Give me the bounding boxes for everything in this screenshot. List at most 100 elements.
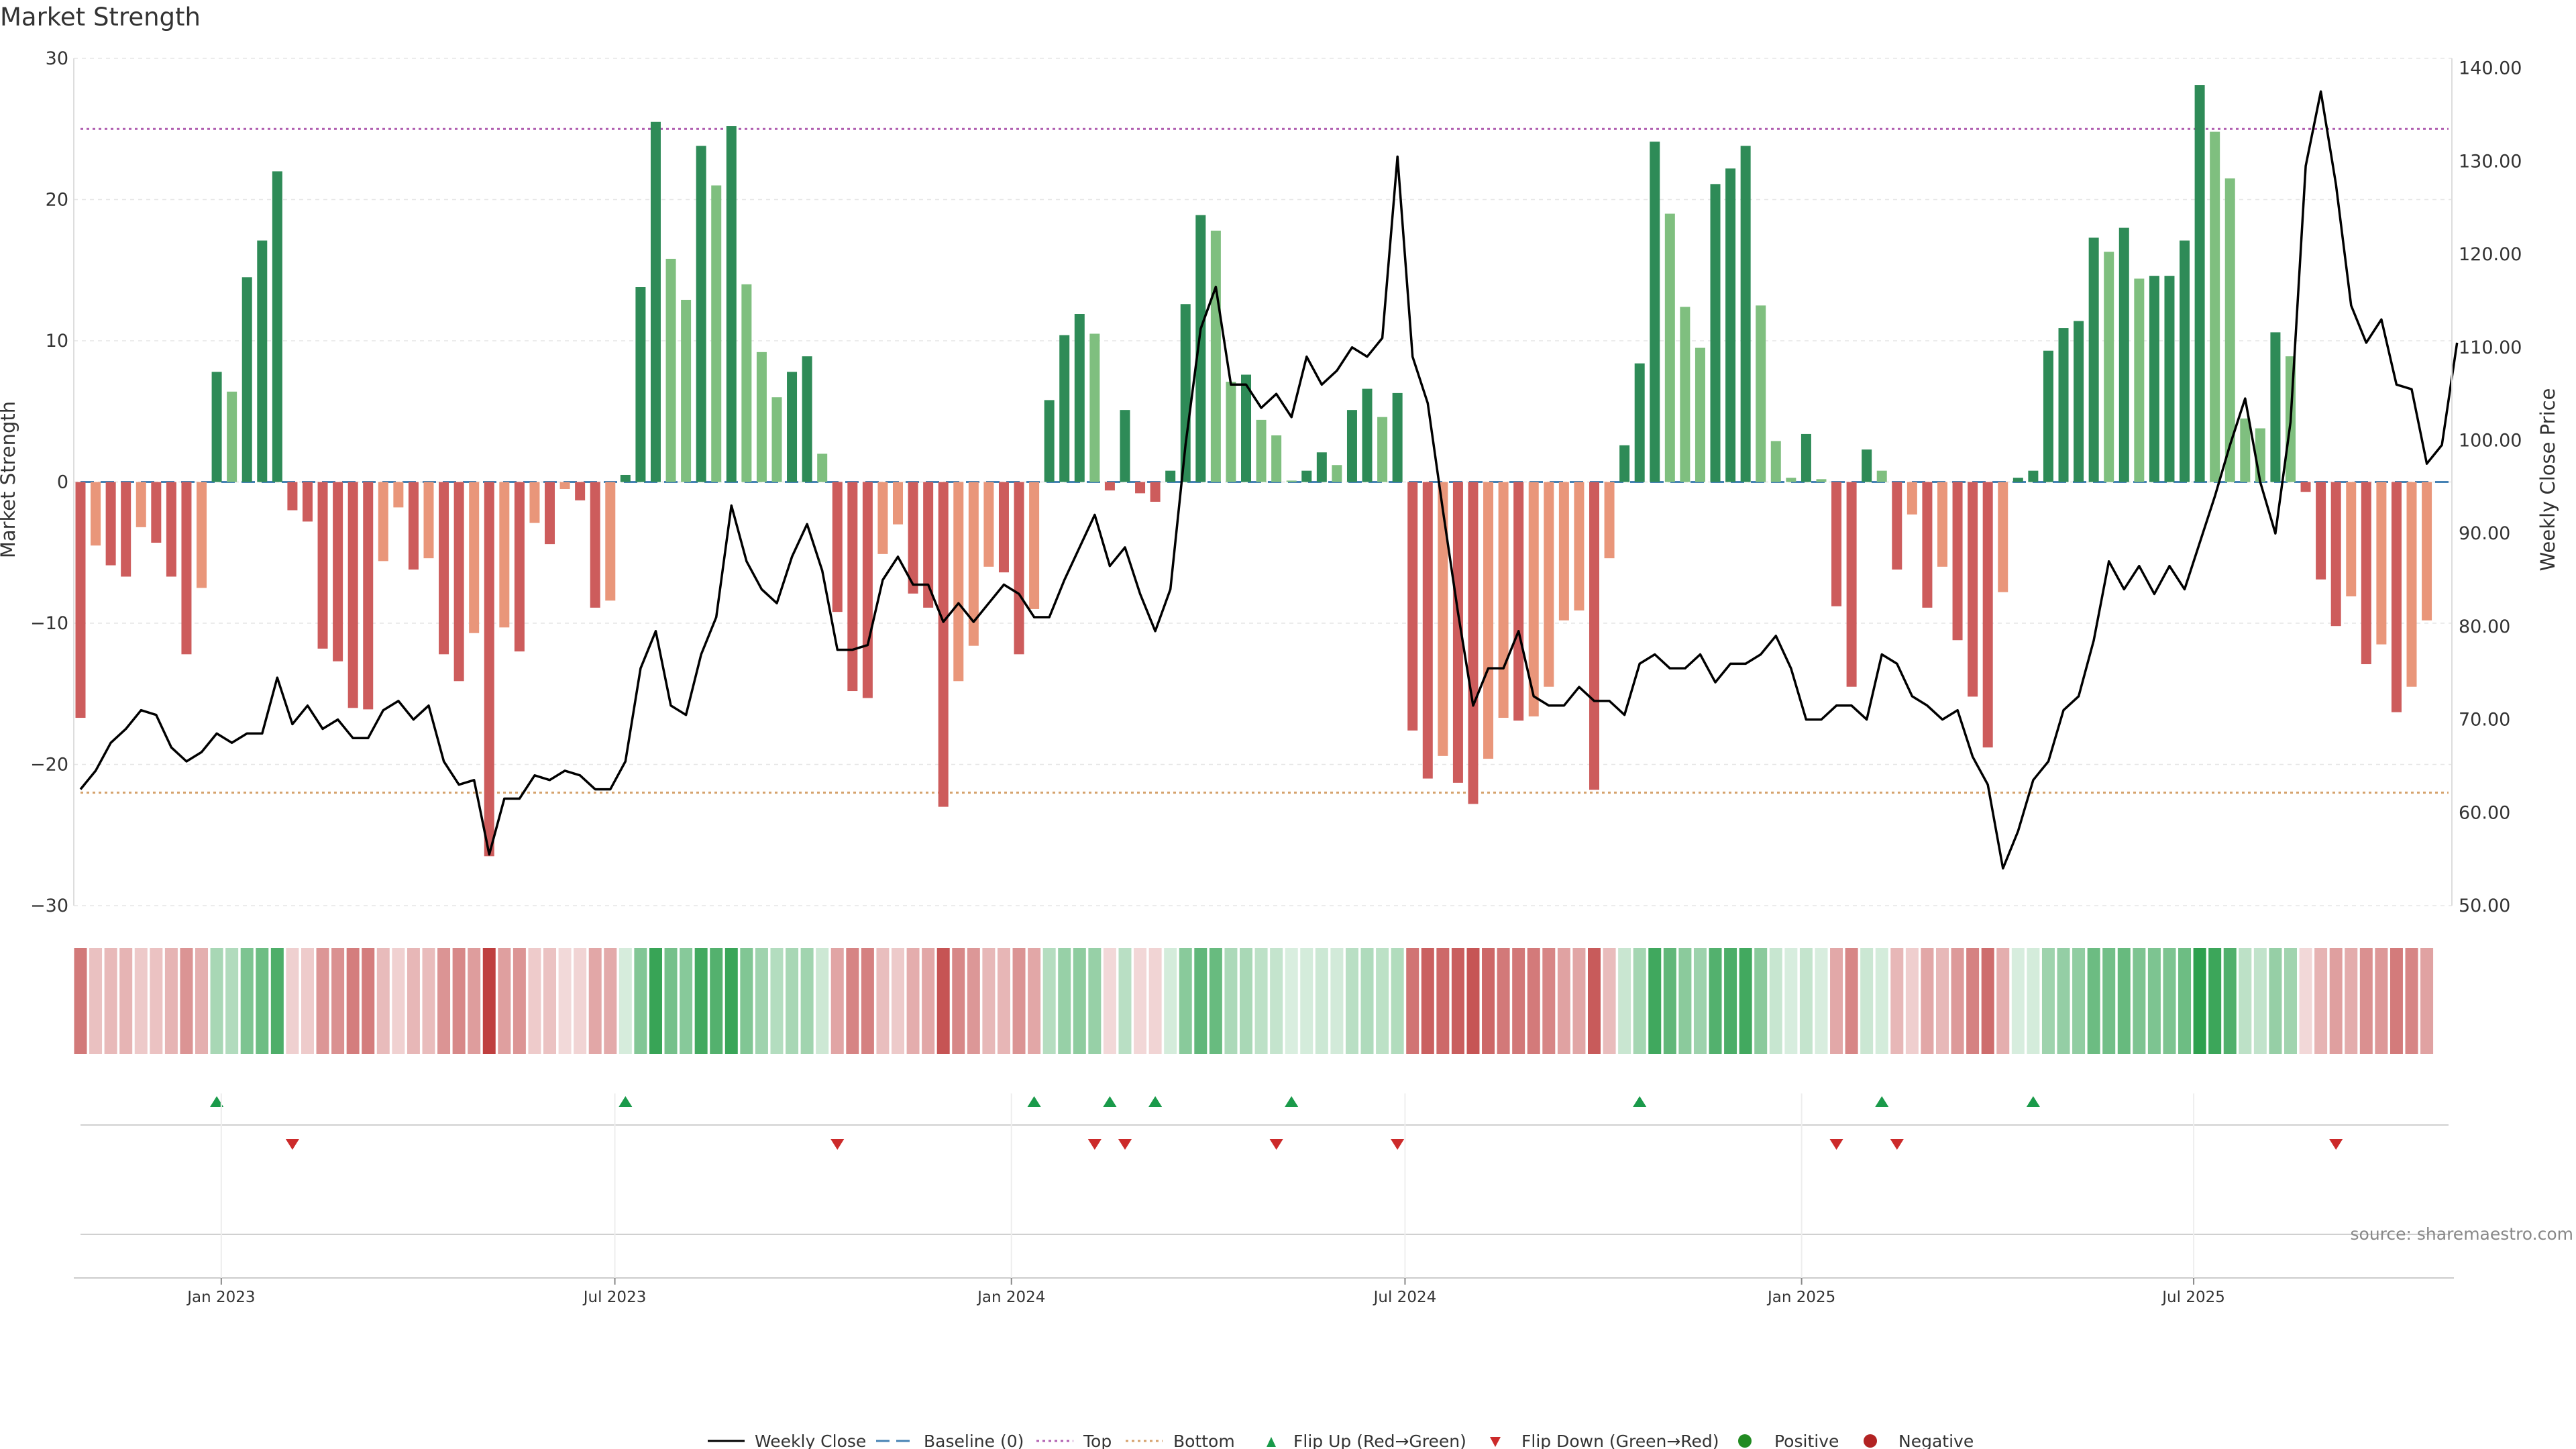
strength-bar [2194,85,2205,482]
legend-flip-down-icon [1490,1437,1501,1447]
heat-cell [1466,948,1480,1054]
strength-bar [1876,470,1887,482]
strength-bar [1014,482,1024,655]
heat-cell [1860,948,1874,1054]
flip-up-marker [1103,1096,1117,1107]
y-left-tick-label: 20 [46,190,68,211]
strength-bar [545,482,555,545]
legend-flip-down-label: Flip Down (Green→Red) [1521,1432,1719,1449]
strength-bar [590,482,600,608]
strength-bar [1770,441,1781,482]
heat-cell [2102,948,2116,1054]
y-axis-label-right: Weekly Close Price [2536,388,2559,572]
heat-cell [876,948,890,1054]
heat-cell [2223,948,2237,1054]
legend-positive-label: Positive [1774,1432,1839,1449]
heat-cell [301,948,314,1054]
heat-cell [2314,948,2328,1054]
strength-bar [1332,465,1342,482]
heat-cell [2087,948,2100,1054]
strength-bar [1756,305,1766,482]
heat-cell [1315,948,1328,1054]
heat-cell [362,948,375,1054]
heat-cell [680,948,693,1054]
heat-cell [2375,948,2388,1054]
strength-bar [439,482,449,655]
strength-bar [877,482,888,554]
strength-bar [862,482,873,698]
heat-cell [1224,948,1238,1054]
y-right-tick-label: 60.00 [2459,802,2510,823]
heat-cell [240,948,254,1054]
strength-bar [181,482,192,655]
strength-bar [1968,482,1978,697]
strength-bar [378,482,388,561]
strength-bar [2118,227,2129,482]
strength-bar [1498,482,1509,718]
heat-cell [1603,948,1616,1054]
heat-cell [256,948,269,1054]
heat-cell [997,948,1010,1054]
strength-bar [2180,240,2190,482]
heat-cell [634,948,647,1054]
strength-bar [257,240,268,482]
strength-bar [1922,482,1933,608]
x-tick-label: Jan 2023 [186,1289,255,1306]
heat-cell [664,948,678,1054]
heat-cell [2239,948,2252,1054]
legend-baseline-label: Baseline (0) [924,1432,1024,1449]
strength-bar [529,482,540,523]
y-left-tick-label: 30 [46,48,68,69]
strength-bar [408,482,419,570]
heat-cell [119,948,133,1054]
strength-bar [787,372,798,482]
y-right-tick-label: 70.00 [2459,710,2510,731]
heat-cell [74,948,87,1054]
strength-bar [1150,482,1161,502]
heat-cell [2405,948,2418,1054]
strength-bar [923,482,934,608]
strength-bar [2346,482,2357,597]
strength-bar [1725,168,1736,482]
strength-bar [2210,131,2220,482]
heat-cell [437,948,451,1054]
strength-bar [2164,276,2175,482]
strength-bar [2330,482,2341,627]
strength-bar [1558,482,1569,621]
strength-bar [121,482,131,577]
heat-cell [861,948,874,1054]
strength-bar [151,482,162,543]
strength-bar [2028,470,2039,482]
heat-cell [1921,948,1934,1054]
legend: Weekly Close Baseline (0) Top Bottom Fli… [708,1432,1974,1449]
strength-bar [2012,478,2023,482]
heat-cell [1330,948,1344,1054]
heat-cell [892,948,905,1054]
heat-cell [1088,948,1102,1054]
heat-cell [2359,948,2373,1054]
price-line-layer [79,90,2459,870]
strength-bar [1574,482,1585,611]
legend-weekly-close-label: Weekly Close [755,1432,866,1449]
heat-cell [452,948,466,1054]
heat-cell [755,948,768,1054]
heat-cell [1497,948,1510,1054]
heat-cell [846,948,859,1054]
y-right-tick-label: 130.00 [2459,151,2522,172]
heat-cell [2117,948,2131,1054]
strength-bar [333,482,343,661]
heat-cell [195,948,209,1054]
heat-cell [1572,948,1586,1054]
heat-cell [2147,948,2161,1054]
strength-bar [2376,482,2387,645]
heat-cell [2390,948,2403,1054]
legend-bottom-label: Bottom [1173,1432,1235,1449]
strength-bar [1226,382,1236,482]
heat-cell [770,948,784,1054]
heat-cell [1134,948,1147,1054]
flip-up-marker [619,1096,633,1107]
heat-cell [376,948,390,1054]
strength-bars [75,85,2432,857]
heat-cell [1724,948,1737,1054]
y-right-tick-label: 110.00 [2459,337,2522,358]
